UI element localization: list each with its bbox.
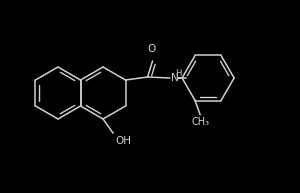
Text: O: O <box>147 44 156 54</box>
Text: CH₃: CH₃ <box>191 117 209 127</box>
Text: N: N <box>170 73 178 83</box>
Text: OH: OH <box>115 136 131 146</box>
Text: H: H <box>176 69 182 79</box>
